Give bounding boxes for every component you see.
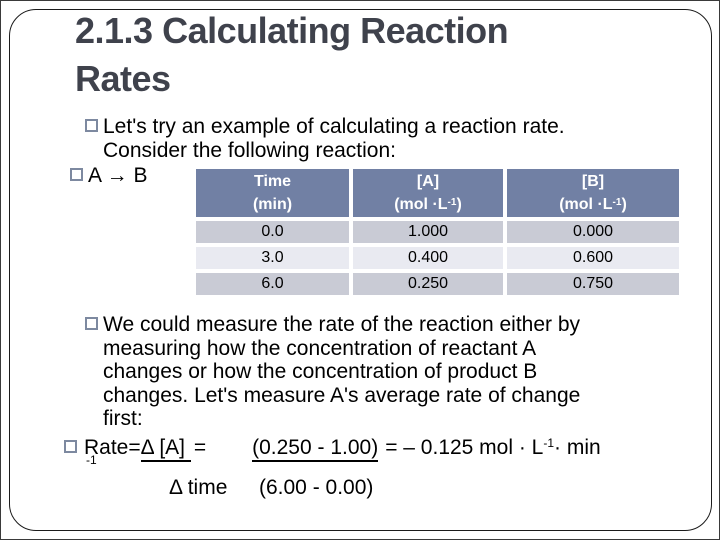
- intro-text: Let's try an example of calculating a re…: [103, 115, 565, 162]
- table-cell-a-2: 0.250: [353, 273, 503, 295]
- bullet-paragraph-intro: Let's try an example of calculating a re…: [85, 115, 665, 162]
- rate-numerator-delta-a: Δ [A]: [140, 436, 191, 462]
- concentration-data-table: Time (min) [A] (mol ·L-1) [B] (mol ·L-1)…: [196, 169, 679, 295]
- table-cell-time-0: 0.0: [196, 221, 349, 243]
- table-cell-b-1: 0.600: [507, 247, 679, 269]
- header-time-unit: (min): [252, 196, 293, 213]
- square-bullet-icon: [64, 440, 77, 453]
- header-b-label: [B]: [581, 173, 605, 190]
- rate-denominator-values: (6.00 - 0.00): [259, 476, 374, 499]
- equals-sign: =: [193, 436, 207, 459]
- rate-numerator-values: (0.250 - 1.00): [252, 436, 379, 462]
- square-bullet-icon: [70, 168, 83, 181]
- table-cell-a-0: 1.000: [353, 221, 503, 243]
- bullet-paragraph-reaction: A → B: [70, 164, 270, 188]
- header-b-unit: (mol ·L-1): [559, 196, 627, 213]
- square-bullet-icon: [85, 317, 98, 330]
- table-header-b: [B] (mol ·L-1): [507, 169, 679, 217]
- rate-label: Rate=: [84, 436, 141, 459]
- table-cell-time-2: 6.0: [196, 273, 349, 295]
- slide-title: 2.1.3 Calculating Reaction Rates: [75, 10, 509, 99]
- wrapped-min-exponent: -1: [86, 453, 97, 467]
- measure-text: We could measure the rate of the reactio…: [103, 313, 581, 430]
- rate-denominator-delta-time: Δ time: [169, 476, 228, 499]
- rate-result: = – 0.125 mol · L: [385, 436, 544, 459]
- table-header-time: Time (min): [196, 169, 349, 217]
- header-a-unit: (mol ·L-1): [394, 196, 462, 213]
- header-time-label: Time: [253, 173, 292, 190]
- bullet-paragraph-measure: We could measure the rate of the reactio…: [85, 313, 685, 431]
- table-cell-time-1: 3.0: [196, 247, 349, 269]
- table-header-a: [A] (mol ·L-1): [353, 169, 503, 217]
- rate-equation-line1: Rate=Δ [A] = (0.250 - 1.00) = – 0.125 mol …: [84, 436, 601, 462]
- reaction-equation-text: A → B: [88, 164, 148, 187]
- square-bullet-icon: [85, 119, 98, 132]
- liter-exponent: -1: [543, 436, 555, 450]
- table-cell-b-0: 0.000: [507, 221, 679, 243]
- header-a-label: [A]: [416, 173, 440, 190]
- table-cell-a-1: 0.400: [353, 247, 503, 269]
- rate-result-unit-tail: · min: [554, 436, 601, 459]
- table-cell-b-2: 0.750: [507, 273, 679, 295]
